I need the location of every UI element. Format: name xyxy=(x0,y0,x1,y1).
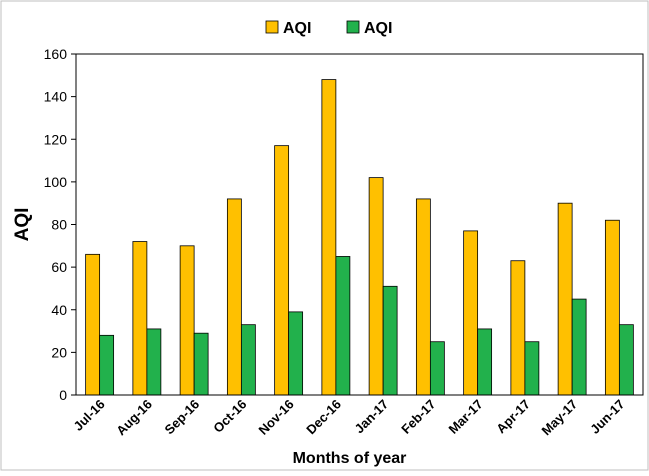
y-tick-label: 100 xyxy=(44,174,68,190)
y-tick-label: 20 xyxy=(51,344,67,360)
y-tick-label: 140 xyxy=(44,89,68,105)
y-axis-ticks: 0 20 40 60 80 100 120 140 160 xyxy=(44,46,76,403)
bar-series-2-jun-17 xyxy=(618,324,634,396)
bar-series-1-mar-17 xyxy=(463,230,479,396)
y-tick-label: 0 xyxy=(59,387,67,403)
bar-series-2-jul-16 xyxy=(99,334,115,396)
bar-series-1-jun-17 xyxy=(604,219,620,396)
bar-series-2-nov-16 xyxy=(288,311,304,396)
plot-area xyxy=(75,53,644,396)
bar-series-1-aug-16 xyxy=(132,241,148,396)
y-tick-label: 40 xyxy=(51,302,67,318)
legend: AQI AQI xyxy=(265,20,392,37)
bar-series-1-jan-17 xyxy=(368,177,384,396)
bar-series-2-aug-16 xyxy=(146,328,162,396)
bar-series-2-oct-16 xyxy=(240,324,256,396)
bar-series-1-apr-17 xyxy=(510,260,526,396)
y-tick-label: 80 xyxy=(51,217,67,233)
y-tick-label: 160 xyxy=(44,46,68,62)
legend-label: AQI xyxy=(283,20,311,37)
bar-series-2-jan-17 xyxy=(382,285,398,396)
legend-swatch xyxy=(265,20,279,34)
bar-series-2-sep-16 xyxy=(193,332,209,396)
bar-series-2-may-17 xyxy=(571,298,587,396)
bar-series-2-mar-17 xyxy=(477,328,493,396)
bar-series-2-apr-17 xyxy=(524,341,540,396)
bar-series-1-feb-17 xyxy=(415,198,431,396)
bar-series-2-dec-16 xyxy=(335,256,351,396)
legend-label: AQI xyxy=(364,20,392,37)
y-tick-label: 120 xyxy=(44,131,68,147)
bar-series-1-sep-16 xyxy=(179,245,195,396)
y-tick-label: 60 xyxy=(51,259,67,275)
bar-series-1-oct-16 xyxy=(226,198,242,396)
bar-series-1-nov-16 xyxy=(274,145,290,396)
legend-swatch xyxy=(346,20,360,34)
bar-series-1-may-17 xyxy=(557,202,573,396)
y-axis-label: AQI xyxy=(12,208,33,242)
bar-series-2-feb-17 xyxy=(429,341,445,396)
x-axis-label: Months of year xyxy=(293,450,407,467)
bars xyxy=(85,79,634,396)
bar-series-1-jul-16 xyxy=(85,253,101,396)
bar-series-1-dec-16 xyxy=(321,79,337,396)
